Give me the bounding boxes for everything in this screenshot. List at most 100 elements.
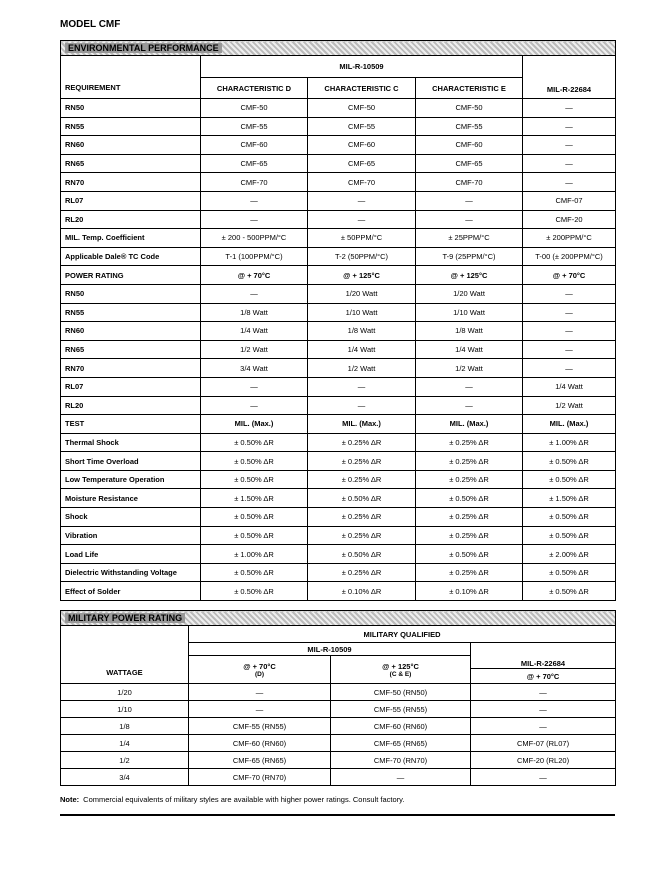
row-label: 1/4 <box>60 734 189 752</box>
cell: — <box>521 302 617 323</box>
cell: CMF-55 <box>200 116 308 137</box>
cell: — <box>307 395 416 416</box>
column-header: MIL-R-22684 <box>469 642 617 669</box>
cell: ± 2.00% ΔR <box>521 544 617 564</box>
table-row: RL20— — —1/2 Watt <box>60 395 617 416</box>
table-row: Load Life ± 1.00% ΔR ± 0.50% ΔR ± 0.50% ΔR ±… <box>60 544 617 564</box>
cell: MIL. (Max.) <box>307 414 416 434</box>
table-row: RN50—1/20 Watt 1/20 Watt — <box>60 283 617 304</box>
cell: 1/4 Watt <box>307 339 416 360</box>
cell: @ + 70°C <box>521 265 617 285</box>
cell: CMF-65 <box>200 153 308 174</box>
cell: CMF-60 (RN60) <box>188 734 331 752</box>
cell: 1/2 Watt <box>200 339 308 360</box>
cell: CMF-65 <box>415 153 523 174</box>
cell: ± 0.50% ΔR <box>200 562 308 583</box>
cell: ± 0.50% ΔR <box>521 581 617 602</box>
cell: 1/2 Watt <box>521 395 617 416</box>
header-note: (D) <box>254 670 265 678</box>
cell: CMF-55 <box>307 116 416 137</box>
cell: CMF-55 (RN55) <box>330 700 471 718</box>
cell: — <box>521 283 617 304</box>
cell: — <box>200 395 308 416</box>
row-label: RN65 <box>60 153 201 174</box>
cell: — <box>200 283 308 304</box>
cell: ± 0.25% ΔR <box>415 451 523 471</box>
cell: ± 0.25% ΔR <box>307 562 416 583</box>
row-label: RL20 <box>60 395 201 416</box>
cell: ± 0.25% ΔR <box>415 432 523 453</box>
cell: 1/2 Watt <box>415 358 523 378</box>
row-label: Thermal Shock <box>60 432 201 453</box>
cell: ± 0.50% ΔR <box>307 544 416 564</box>
cell: ± 0.50% ΔR <box>200 451 308 471</box>
section-heading: ENVIRONMENTAL PERFORMANCE <box>59 40 617 56</box>
row-label: TEST <box>60 414 201 434</box>
cell: — <box>415 376 523 397</box>
column-header: CHARACTERISTIC D <box>200 77 308 99</box>
row-label: 1/2 <box>60 751 189 769</box>
cell: CMF-50 <box>307 98 416 118</box>
table-row: Shock ± 0.50% ΔR ± 0.25% ΔR ± 0.25% ΔR ± 0.5… <box>60 507 617 527</box>
row-label: Applicable Dale® TC Code <box>60 246 201 267</box>
table-row: RL07— — —1/4 Watt <box>60 376 617 397</box>
cell: CMF-60 <box>307 135 416 155</box>
cell: CMF-70 (RN70) <box>330 751 471 769</box>
cell: — <box>200 209 308 230</box>
table-row: 1/4 CMF-60 (RN60) CMF-65 (RN65) CMF-07 (RL0… <box>60 734 617 752</box>
table-row: MIL. Temp. Coefficient ± 200 - 500PPM/°C ±… <box>60 228 617 248</box>
row-label: 1/20 <box>60 683 189 701</box>
cell: CMF-55 <box>415 116 523 137</box>
cell: 1/8 Watt <box>415 321 523 341</box>
table-row: 1/10— CMF-55 (RN55) — <box>60 700 617 718</box>
cell: 1/10 Watt <box>307 302 416 323</box>
cell: CMF-20 (RL20) <box>469 751 617 769</box>
cell: ± 0.25% ΔR <box>307 451 416 471</box>
row-label: 1/10 <box>60 700 189 718</box>
table-row: 3/4 CMF-70 (RN70) — — <box>60 768 617 786</box>
environmental-table: ENVIRONMENTAL PERFORMANCE REQUIREMENT MI… <box>59 40 617 602</box>
cell: — <box>200 376 308 397</box>
row-label: RN70 <box>60 358 201 378</box>
cell: ± 200 - 500PPM/°C <box>200 228 308 248</box>
cell: 1/4 Watt <box>521 376 617 397</box>
table-row: Effect of Solder ± 0.50% ΔR ± 0.10% ΔR ± 0.… <box>60 581 617 602</box>
cell: CMF-70 <box>415 172 523 192</box>
column-header: CHARACTERISTIC C <box>307 77 416 99</box>
cell: @ + 125°C <box>415 265 523 285</box>
table-row: RN60 1/4 Watt 1/8 Watt 1/8 Watt — <box>60 321 617 341</box>
cell: T-00 (± 200PPM/°C) <box>521 246 617 267</box>
cell: CMF-65 (RN65) <box>188 751 331 769</box>
table-row: RN50 CMF-50 CMF-50 CMF-50— <box>60 98 617 118</box>
cell: 1/8 Watt <box>307 321 416 341</box>
table-row: Short Time Overload ± 0.50% ΔR ± 0.25% ΔR ±… <box>60 451 617 471</box>
cell: CMF-50 <box>200 98 308 118</box>
section-heading: MILITARY POWER RATING <box>59 610 617 626</box>
cell: ± 0.50% ΔR <box>521 562 617 583</box>
cell: — <box>415 395 523 416</box>
cell: ± 0.50% ΔR <box>521 451 617 471</box>
row-label: Low Temperature Operation <box>60 469 201 490</box>
cell: @ + 125°C <box>307 265 416 285</box>
table-row: TEST MIL. (Max.) MIL. (Max.) MIL. (Max.) MIL… <box>60 414 617 434</box>
rule <box>60 814 615 816</box>
cell: ± 0.50% ΔR <box>415 544 523 564</box>
cell: — <box>521 172 617 192</box>
cell: — <box>469 717 617 735</box>
row-label: RN55 <box>60 116 201 137</box>
cell: ± 0.25% ΔR <box>307 469 416 490</box>
row-label: MIL. Temp. Coefficient <box>60 228 201 248</box>
table-row: Applicable Dale® TC Code T-1 (100PPM/°C) T… <box>60 246 617 267</box>
cell: ± 0.50% ΔR <box>200 432 308 453</box>
cell: ± 0.50% ΔR <box>200 581 308 602</box>
cell: ± 0.25% ΔR <box>415 525 523 546</box>
cell: T-9 (25PPM/°C) <box>415 246 523 267</box>
column-header: REQUIREMENT <box>60 55 201 99</box>
table-row: Thermal Shock ± 0.50% ΔR ± 0.25% ΔR ± 0.25%… <box>60 432 617 453</box>
table-row: 1/8 CMF-55 (RN55) CMF-60 (RN60) — <box>60 717 617 735</box>
cell: 1/20 Watt <box>307 283 416 304</box>
heading-text: ENVIRONMENTAL PERFORMANCE <box>65 43 222 53</box>
table-row: Low Temperature Operation ± 0.50% ΔR ± 0.2… <box>60 469 617 490</box>
row-label: RN50 <box>60 283 201 304</box>
cell: ± 0.50% ΔR <box>415 488 523 509</box>
